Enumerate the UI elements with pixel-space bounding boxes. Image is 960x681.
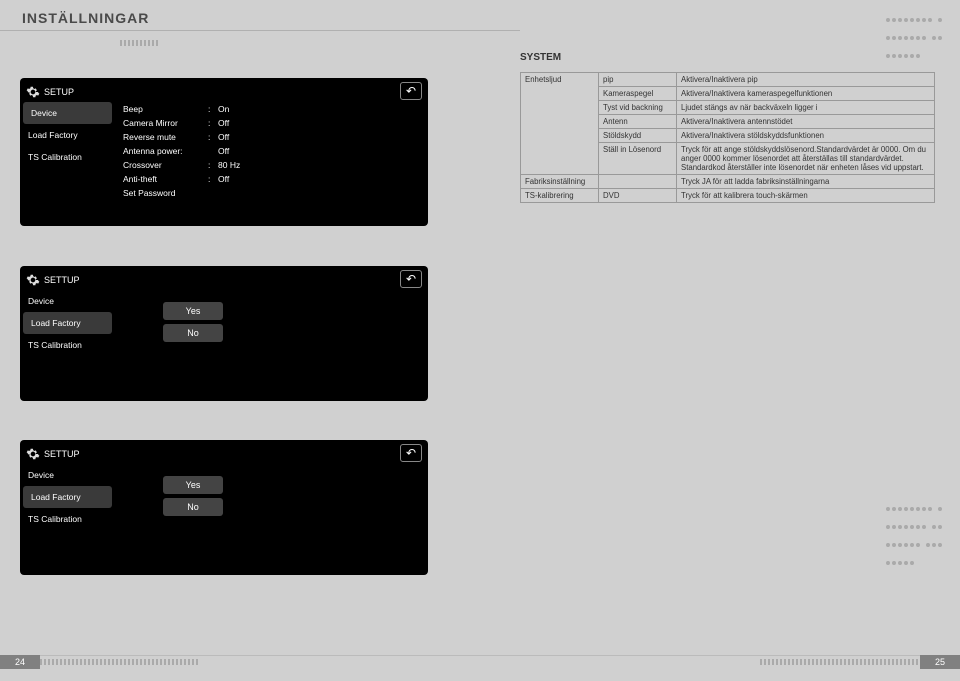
setting-label: Antenna power:	[123, 146, 208, 156]
setup-sidebar: SETTUP Device Load Factory TS Calibratio…	[20, 440, 115, 575]
table-cell: Antenn	[599, 115, 677, 129]
setting-label: Anti-theft	[123, 174, 208, 184]
setting-value[interactable]: Off	[218, 174, 258, 184]
sidebar-item-load-factory[interactable]: Load Factory	[23, 486, 112, 508]
table-row: Fabriksinställning Tryck JA för att ladda…	[521, 175, 935, 189]
table-cell: Tryck för att ange stöldskyddslösenord.S…	[677, 143, 935, 175]
table-cell: pip	[599, 73, 677, 87]
page-number-right: 25	[920, 655, 960, 669]
setting-row: Antenna power: Off	[123, 144, 420, 158]
sidebar-item-device[interactable]: Device	[23, 102, 112, 124]
page-number-left: 24	[0, 655, 40, 669]
page-title: INSTÄLLNINGAR	[22, 10, 149, 26]
setting-colon: :	[208, 132, 218, 142]
gear-icon	[26, 447, 40, 461]
table-cell: Tryck JA för att ladda fabriksinställnin…	[677, 175, 935, 189]
gear-icon	[26, 85, 40, 99]
decoration-hash-footer-left	[40, 659, 200, 665]
table-cell: Kameraspegel	[599, 87, 677, 101]
back-button[interactable]: ↶	[400, 82, 422, 100]
setting-value[interactable]: Off	[218, 146, 258, 156]
setup-panel-load-factory-1: SETTUP Device Load Factory TS Calibratio…	[20, 266, 428, 401]
sidebar-item-device[interactable]: Device	[20, 290, 115, 312]
table-cell: DVD	[599, 189, 677, 203]
table-cell: TS-kalibrering	[521, 189, 599, 203]
setup-header: SETTUP	[20, 444, 115, 464]
sidebar-item-device[interactable]: Device	[20, 464, 115, 486]
table-cell: Stöldskydd	[599, 129, 677, 143]
setting-row: Anti-theft:Off	[123, 172, 420, 186]
setting-label: Set Password	[123, 188, 208, 198]
sidebar-item-ts-calibration[interactable]: TS Calibration	[20, 146, 115, 168]
setting-label: Camera Mirror	[123, 118, 208, 128]
back-icon: ↶	[406, 272, 416, 286]
gear-icon	[26, 273, 40, 287]
setting-row: Set Password	[123, 186, 420, 200]
sidebar-item-load-factory[interactable]: Load Factory	[20, 124, 115, 146]
setup-label: SETTUP	[44, 449, 80, 459]
table-cell: Ställ in Lösenord	[599, 143, 677, 175]
setup-panel-content: ↶ Yes No	[115, 440, 428, 575]
table-row: TS-kalibreringDVDTryck för att kalibrera…	[521, 189, 935, 203]
setup-panel-content: ↶ Yes No	[115, 266, 428, 401]
setup-panel-content: ↶ Beep:OnCamera Mirror:OffReverse mute:O…	[115, 78, 428, 226]
setting-row: Reverse mute:Off	[123, 130, 420, 144]
sidebar-item-ts-calibration[interactable]: TS Calibration	[20, 334, 115, 356]
table-cell: Tyst vid backning	[599, 101, 677, 115]
setup-header: SETUP	[20, 82, 115, 102]
table-cell: Fabriksinställning	[521, 175, 599, 189]
back-button[interactable]: ↶	[400, 270, 422, 288]
setting-row: Beep:On	[123, 102, 420, 116]
decoration-hash	[120, 40, 160, 46]
setting-colon: :	[208, 118, 218, 128]
setting-colon: :	[208, 160, 218, 170]
setup-header: SETTUP	[20, 270, 115, 290]
no-button[interactable]: No	[163, 324, 223, 342]
decoration-dots-bottom	[885, 499, 945, 571]
footer-rule	[0, 655, 960, 656]
setup-panel-load-factory-2: SETTUP Device Load Factory TS Calibratio…	[20, 440, 428, 575]
setup-label: SETUP	[44, 87, 74, 97]
setting-colon: :	[208, 104, 218, 114]
title-rule	[0, 30, 520, 31]
setting-label: Beep	[123, 104, 208, 114]
table-cell: Enhetsljud	[521, 73, 599, 175]
sidebar-item-load-factory[interactable]: Load Factory	[23, 312, 112, 334]
setting-value[interactable]: 80 Hz	[218, 160, 258, 170]
setup-panel-device: SETUP Device Load Factory TS Calibration…	[20, 78, 428, 226]
yes-button[interactable]: Yes	[163, 476, 223, 494]
setting-label: Reverse mute	[123, 132, 208, 142]
setting-colon: :	[208, 174, 218, 184]
yes-button[interactable]: Yes	[163, 302, 223, 320]
setup-sidebar: SETUP Device Load Factory TS Calibration	[20, 78, 115, 226]
setup-sidebar: SETTUP Device Load Factory TS Calibratio…	[20, 266, 115, 401]
table-cell: Ljudet stängs av när backväxeln ligger i	[677, 101, 935, 115]
setting-row: Camera Mirror:Off	[123, 116, 420, 130]
table-cell: Aktivera/Inaktivera pip	[677, 73, 935, 87]
sidebar-item-ts-calibration[interactable]: TS Calibration	[20, 508, 115, 530]
decoration-hash-footer-right	[760, 659, 920, 665]
setting-value[interactable]: Off	[218, 132, 258, 142]
back-icon: ↶	[406, 84, 416, 98]
no-button[interactable]: No	[163, 498, 223, 516]
decoration-dots-top	[885, 10, 945, 64]
table-cell: Tryck för att kalibrera touch-skärmen	[677, 189, 935, 203]
setting-label: Crossover	[123, 160, 208, 170]
back-button[interactable]: ↶	[400, 444, 422, 462]
table-cell	[599, 175, 677, 189]
table-row: EnhetsljudpipAktivera/Inaktivera pip	[521, 73, 935, 87]
table-cell: Aktivera/Inaktivera kameraspegelfunktion…	[677, 87, 935, 101]
back-icon: ↶	[406, 446, 416, 460]
system-heading: SYSTEM	[520, 52, 561, 63]
system-table: EnhetsljudpipAktivera/Inaktivera pipKame…	[520, 72, 935, 203]
setup-label: SETTUP	[44, 275, 80, 285]
setting-value[interactable]: Off	[218, 118, 258, 128]
table-cell: Aktivera/Inaktivera antennstödet	[677, 115, 935, 129]
setting-value[interactable]: On	[218, 104, 258, 114]
table-cell: Aktivera/Inaktivera stöldskyddsfunktione…	[677, 129, 935, 143]
setting-row: Crossover:80 Hz	[123, 158, 420, 172]
